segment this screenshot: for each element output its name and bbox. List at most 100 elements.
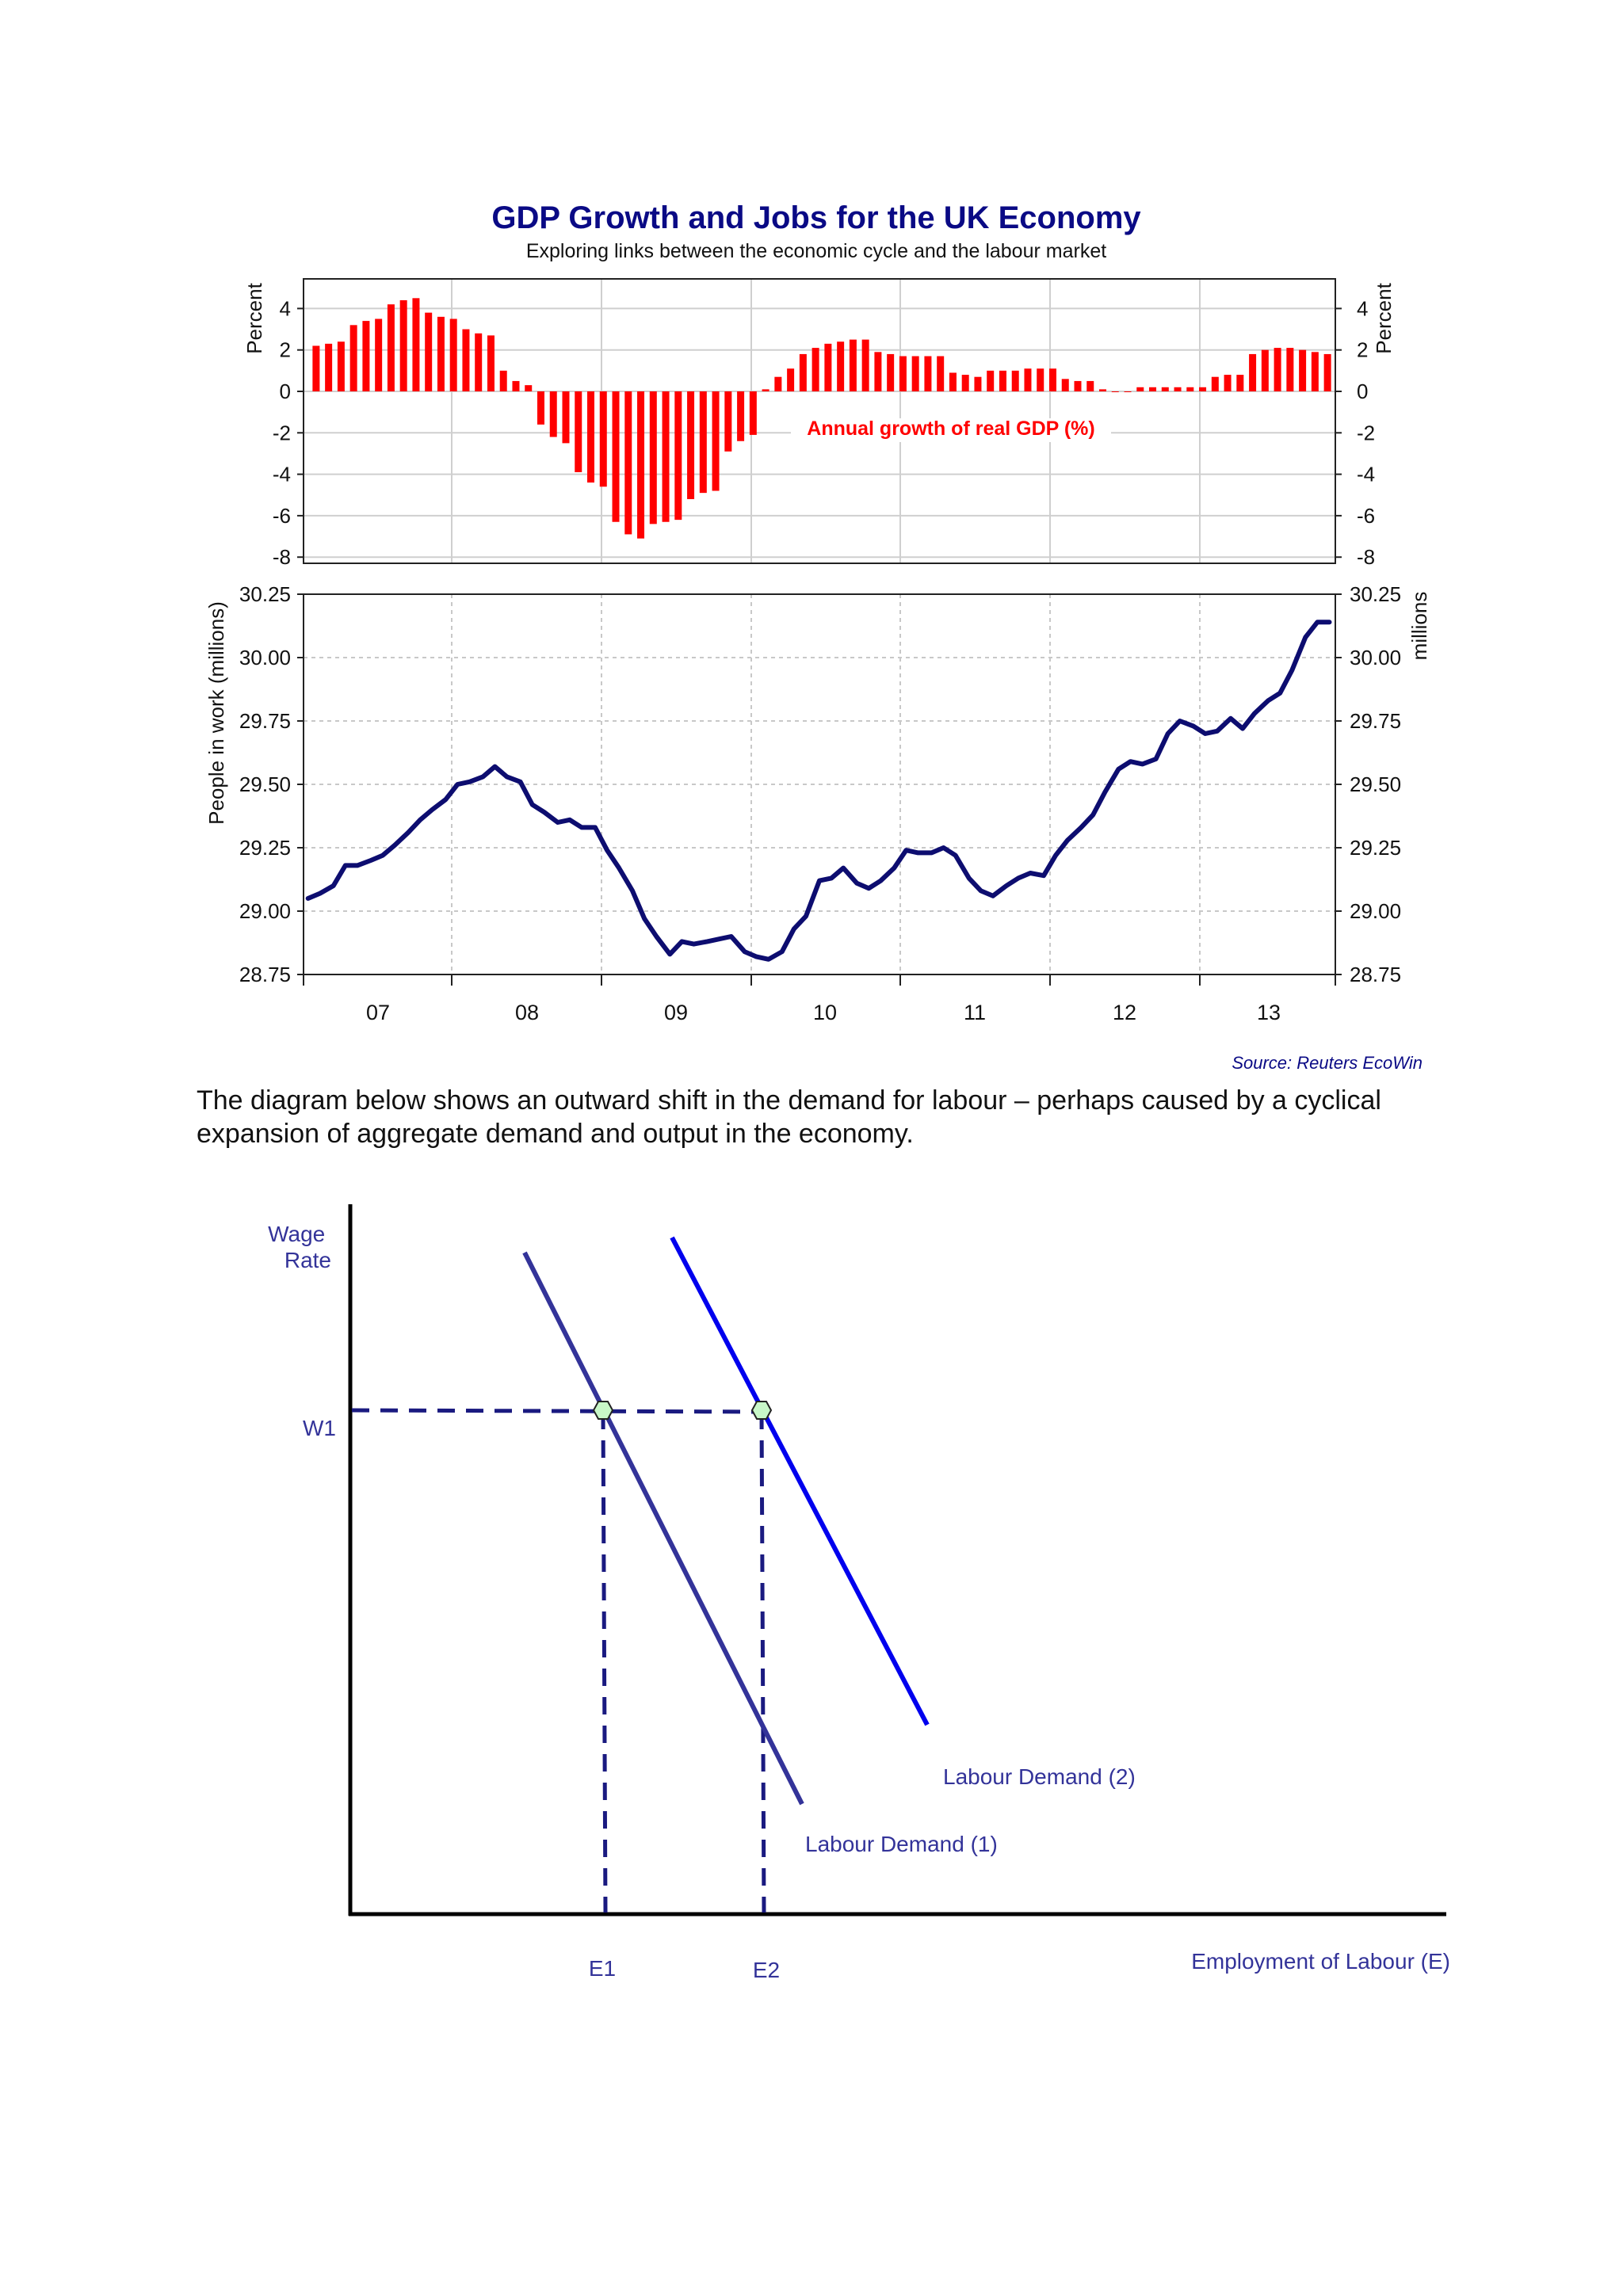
- employment-line-chart: 30.25 30.25 30.00 30.00 29.75 29.75 29.50 29.50…: [204, 582, 1431, 1024]
- gdp-y-tick-label-right: 4: [1357, 296, 1368, 320]
- gdp-plot-frame: [303, 278, 1336, 564]
- gdp-bar: [849, 339, 857, 391]
- gdp-bar: [1061, 379, 1069, 391]
- equilibrium-marker-e1: [592, 1401, 614, 1420]
- w1-dashed-line: [351, 1408, 762, 1414]
- gdp-bar: [1286, 348, 1294, 391]
- gdp-bar: [437, 316, 445, 391]
- gdp-bar: [1174, 387, 1182, 391]
- gdp-bar: [1224, 375, 1232, 391]
- gdp-bar: [837, 341, 845, 391]
- employment-x-tick-label: 13: [1257, 1001, 1281, 1024]
- gdp-y-ticks: 4 4 2 2 0 0 -2 -2 -4 -4 -6 -6 -8 -8: [273, 296, 1375, 569]
- gdp-y-tick-label-right: -4: [1357, 463, 1375, 486]
- employment-y-tick-label-right: 30.00: [1350, 646, 1401, 669]
- gdp-y-tick-label: -4: [273, 463, 291, 486]
- gdp-bar: [587, 391, 595, 483]
- employment-y-tick-label: 30.00: [239, 646, 291, 669]
- gdp-bar: [1111, 391, 1119, 392]
- employment-x-ticks: 07 08 09 10 11 12 13: [303, 974, 1336, 1024]
- employment-y-axis-label-right: millions: [1407, 592, 1431, 661]
- gdp-bar: [699, 391, 707, 494]
- gdp-y-tick-label-right: 2: [1357, 338, 1368, 362]
- e1-label: E1: [589, 1956, 616, 1981]
- gdp-bar: [911, 356, 919, 391]
- source-note: Source: Reuters EcoWin: [1232, 1053, 1423, 1073]
- gdp-bar: [662, 391, 670, 522]
- gdp-y-tick-label-right: -2: [1357, 421, 1375, 444]
- gdp-bar: [987, 370, 995, 391]
- gdp-bar: [737, 391, 745, 441]
- gdp-bar: [1074, 380, 1082, 391]
- gdp-bar: [387, 304, 395, 391]
- e2-label: E2: [753, 1958, 780, 1982]
- gdp-bar: [1211, 376, 1219, 391]
- gdp-y-tick-label-right: 0: [1357, 379, 1368, 403]
- equilibrium-marker-e2: [750, 1401, 773, 1420]
- gdp-bar: [425, 312, 433, 391]
- gdp-bar: [1099, 389, 1107, 391]
- wage-rate-axis-label: Wage Rate: [268, 1222, 331, 1272]
- employment-y-tick-label: 30.25: [239, 582, 291, 606]
- employment-y-tick-label: 29.25: [239, 836, 291, 860]
- gdp-bar: [749, 391, 757, 435]
- gdp-bar: [1311, 352, 1319, 391]
- labour-demand-2-label: Labour Demand (2): [943, 1764, 1136, 1789]
- gdp-bar: [1236, 375, 1244, 391]
- gdp-bar: [599, 391, 607, 487]
- employment-y-tick-label-right: 29.25: [1350, 836, 1401, 860]
- gdp-bar: [924, 356, 932, 391]
- employment-x-tick-label: 07: [366, 1001, 390, 1024]
- gdp-bar: [1274, 348, 1281, 391]
- gdp-bar: [337, 341, 345, 391]
- employment-y-tick-label-right: 28.75: [1350, 963, 1401, 986]
- gdp-bar: [549, 391, 557, 437]
- labour-demand-1-curve: [522, 1251, 804, 1806]
- gdp-bar: [762, 389, 769, 391]
- gdp-y-tick-label: -8: [273, 545, 291, 569]
- gdp-bar: [949, 372, 957, 391]
- employment-y-tick-label: 29.75: [239, 709, 291, 733]
- gdp-bar: [487, 335, 495, 391]
- gdp-bar: [375, 318, 383, 391]
- gdp-bar-chart: 4 4 2 2 0 0 -2 -2 -4 -4 -6 -6 -8 -8 Annual growth of …: [242, 278, 1396, 569]
- gdp-bar: [562, 391, 570, 444]
- gdp-label-background: [791, 418, 1111, 442]
- gdp-y-tick-label: -2: [273, 421, 291, 444]
- gdp-bar: [362, 321, 370, 391]
- gdp-bar: [824, 343, 832, 391]
- employment-y-tick-label-right: 29.00: [1350, 899, 1401, 923]
- gdp-y-tick-label: 4: [280, 296, 291, 320]
- gdp-bar: [1261, 349, 1269, 391]
- gdp-bar: [812, 348, 819, 391]
- employment-x-tick-label: 12: [1113, 1001, 1136, 1024]
- explanation-paragraph: The diagram below shows an outward shift…: [197, 1085, 1381, 1149]
- gdp-bar: [774, 376, 782, 391]
- labour-demand-1-label: Labour Demand (1): [805, 1832, 998, 1856]
- gdp-bar: [462, 329, 470, 391]
- gdp-bar: [861, 339, 869, 391]
- gdp-bar: [874, 352, 882, 391]
- employment-series-line: [305, 620, 1332, 962]
- gdp-series-label: Annual growth of real GDP (%): [807, 418, 1094, 440]
- gdp-bar: [575, 391, 582, 472]
- gdp-bar: [799, 353, 807, 391]
- gdp-bar: [449, 318, 457, 391]
- e1-dashed-line: [601, 1411, 608, 1913]
- gdp-bar: [674, 391, 682, 521]
- gdp-y-axis-label-right: Percent: [1372, 282, 1396, 353]
- employment-x-tick-label: 11: [964, 1001, 986, 1024]
- gdp-bar: [712, 391, 720, 491]
- employment-axis-label: Employment of Labour (E): [1191, 1949, 1450, 1974]
- gdp-bar: [512, 380, 520, 391]
- chart-subtitle: Exploring links between the economic cyc…: [526, 240, 1106, 262]
- gdp-bar: [649, 391, 657, 524]
- gdp-bar: [1048, 368, 1056, 391]
- gdp-bar: [1161, 387, 1169, 391]
- gdp-bar: [399, 299, 407, 391]
- e2-dashed-line: [759, 1411, 766, 1913]
- employment-y-tick-label-right: 30.25: [1350, 582, 1401, 606]
- gdp-bar: [687, 391, 695, 499]
- gdp-bar: [1323, 353, 1331, 391]
- gdp-bar: [899, 356, 907, 391]
